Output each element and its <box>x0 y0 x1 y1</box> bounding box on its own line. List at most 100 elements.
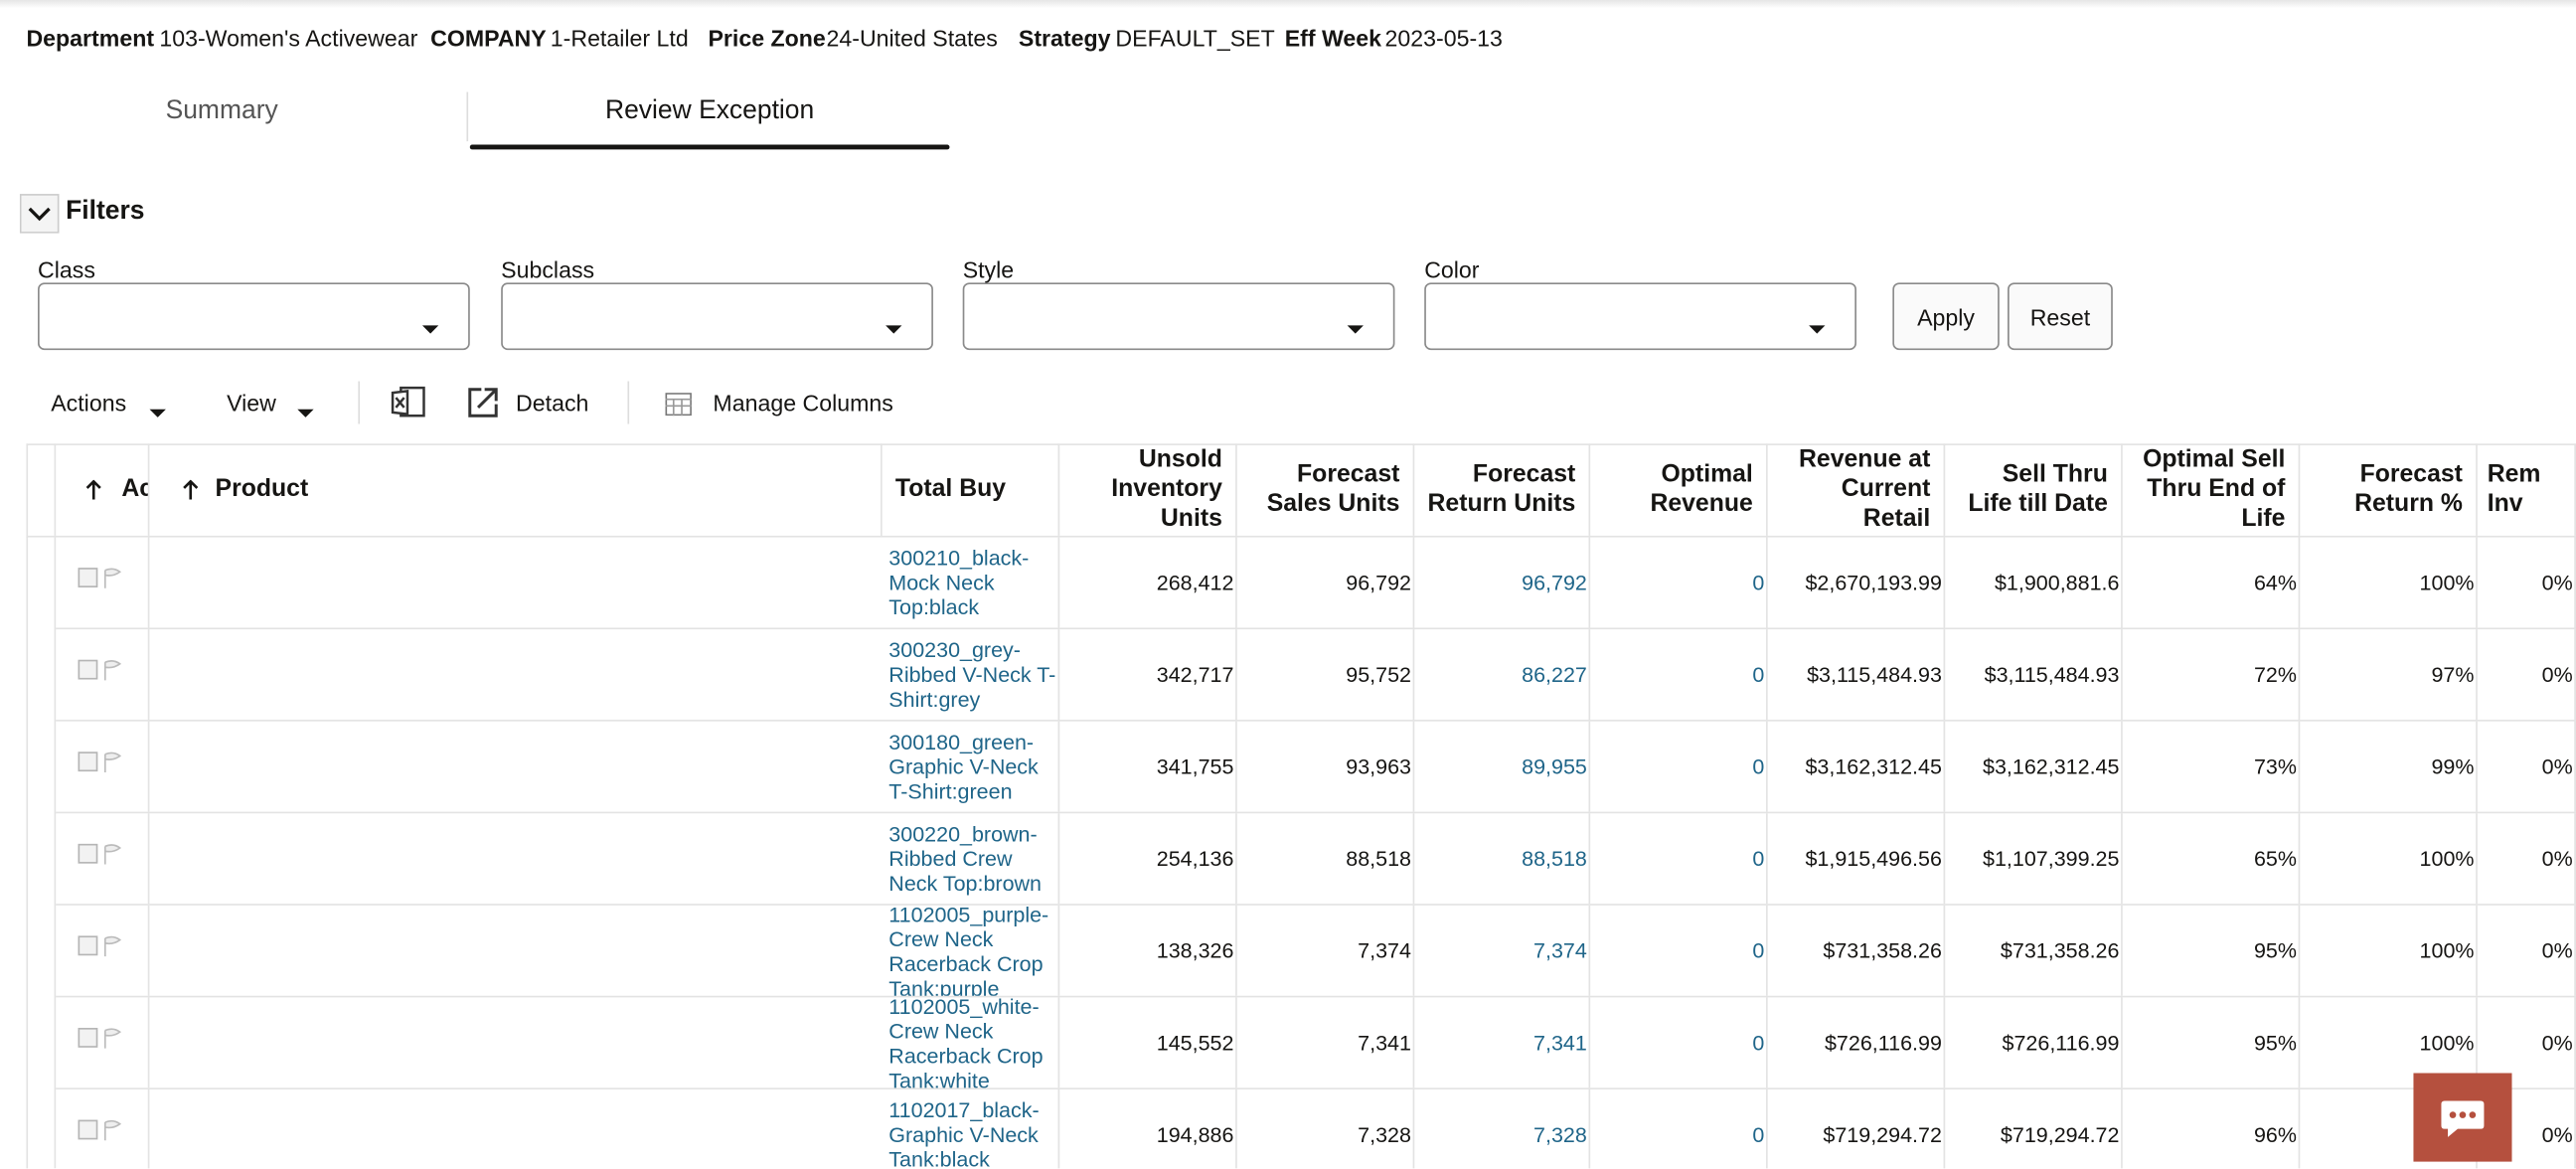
flag-icon <box>103 568 122 588</box>
detach-icon[interactable] <box>466 386 499 418</box>
row-select[interactable] <box>56 1088 150 1169</box>
flag <box>100 843 123 866</box>
column-header-text: Forecast Return % <box>2354 459 2463 518</box>
row-select[interactable] <box>56 905 150 996</box>
field-label: COMPANY <box>430 24 547 52</box>
flag <box>100 659 123 682</box>
chat-button[interactable] <box>2413 1073 2512 1162</box>
filter-dropdown[interactable] <box>38 282 470 351</box>
table-cell[interactable]: 0 <box>1590 629 1768 721</box>
flag-icon <box>103 660 122 681</box>
table-cell[interactable]: 0 <box>1590 537 1768 628</box>
table-cell[interactable]: 89,955 <box>1414 721 1591 812</box>
column-header[interactable]: Forecast Return Units <box>1414 443 1591 536</box>
checkbox-icon <box>78 659 98 680</box>
actions-caret <box>149 398 166 418</box>
table-cell[interactable]: 7,328 <box>1414 1088 1591 1169</box>
table-cell: 138,326 <box>1059 905 1237 996</box>
row-border <box>56 904 2576 906</box>
field-value: 1-Retailer Ltd <box>550 24 689 52</box>
table-cell[interactable]: 0 <box>1590 813 1768 905</box>
column-header[interactable]: Unsold Inventory Units <box>1059 443 1237 536</box>
table-cell: 100% <box>2300 905 2478 996</box>
column-header-text: Forecast Return Units <box>1427 459 1576 518</box>
actions-menu[interactable]: Actions <box>51 389 127 417</box>
column-header[interactable]: Sell Thru Life till Date <box>1945 443 2123 536</box>
table-cell[interactable]: 1102005_white-Crew Neck Racerback Crop T… <box>883 997 1060 1088</box>
column-header[interactable]: Forecast Sales Units <box>1237 443 1415 536</box>
table-cell: $726,116.99 <box>1945 997 2123 1088</box>
table-cell[interactable]: 0 <box>1590 997 1768 1088</box>
column-header-text: Revenue at Current Retail <box>1799 444 1931 533</box>
view-menu[interactable]: View <box>227 389 276 417</box>
row-border <box>56 811 2576 814</box>
table-cell[interactable]: 300210_black-Mock Neck Top:black <box>883 537 1060 628</box>
table-cell[interactable]: 1102017_black-Graphic V-Neck Tank:black <box>883 1088 1060 1169</box>
filter-dropdown[interactable] <box>1424 282 1856 351</box>
column-header[interactable]: Rem Inv <box>2478 443 2576 536</box>
column-header[interactable]: Forecast Return % <box>2300 443 2478 536</box>
export-excel[interactable] <box>391 386 426 418</box>
column-header-text: Forecast Sales Units <box>1266 459 1400 518</box>
row-select[interactable] <box>56 813 150 905</box>
table-cell[interactable]: 300230_grey-Ribbed V-Neck T-Shirt:grey <box>883 629 1060 721</box>
filter-button[interactable]: Apply <box>1892 282 2000 351</box>
table-cell[interactable]: 0 <box>1590 905 1768 996</box>
flag-icon <box>103 1028 122 1049</box>
table-cell: 7,374 <box>1237 905 1415 996</box>
field-value: DEFAULT_SET <box>1115 24 1275 52</box>
table-cell[interactable]: 300220_brown-Ribbed Crew Neck Top:brown <box>883 813 1060 905</box>
table-cell[interactable]: 7,374 <box>1414 905 1591 996</box>
sort-arrow-icon <box>85 479 101 500</box>
table-cell: 95,752 <box>1237 629 1415 721</box>
table-frame <box>26 443 2576 1169</box>
columns-icon[interactable] <box>665 393 692 417</box>
column-header[interactable]: Ac <box>56 443 150 536</box>
row-select[interactable] <box>56 537 150 628</box>
table-cell[interactable]: 1102005_purple-Crew Neck Racerback Crop … <box>883 905 1060 996</box>
table-cell: $1,915,496.56 <box>1768 813 1946 905</box>
checkbox <box>78 843 100 866</box>
field-label: Strategy <box>1018 24 1111 52</box>
checkbox <box>78 935 100 958</box>
table-cell: 73% <box>2123 721 2301 812</box>
row-border <box>56 995 2576 998</box>
tab-active[interactable]: Review Exception <box>604 96 815 125</box>
table-cell[interactable]: 0 <box>1590 721 1768 812</box>
column-header[interactable]: Total Buy <box>883 443 1060 536</box>
view-caret-icon <box>297 409 314 418</box>
filter-dropdown[interactable] <box>962 282 1395 351</box>
column-header[interactable]: Optimal Sell Thru End of Life <box>2123 443 2301 536</box>
filter-dropdown[interactable] <box>501 282 933 351</box>
table-cell: 100% <box>2300 997 2478 1088</box>
table-cell: $719,294.72 <box>1768 1088 1946 1169</box>
collapse-toggle[interactable] <box>19 194 60 234</box>
table-cell <box>2478 537 2576 628</box>
manage-columns[interactable]: Manage Columns <box>713 389 893 417</box>
flag-icon <box>103 844 122 865</box>
table-cell[interactable]: 7,341 <box>1414 997 1591 1088</box>
row-select[interactable] <box>56 997 150 1088</box>
filter-label: Style <box>962 255 1015 283</box>
tab[interactable]: Summary <box>165 96 278 125</box>
table-cell[interactable]: 88,518 <box>1414 813 1591 905</box>
table-cell: $731,358.26 <box>1945 905 2123 996</box>
table-cell[interactable]: 96,792 <box>1414 537 1591 628</box>
flag-icon <box>103 752 122 772</box>
row-border <box>56 1087 2576 1089</box>
table-cell[interactable]: 86,227 <box>1414 629 1591 721</box>
column-header[interactable]: Product <box>149 443 883 536</box>
column-header[interactable]: Optimal Revenue <box>1590 443 1768 536</box>
flag-icon <box>103 1119 122 1141</box>
table-cell: $1,107,399.25 <box>1945 813 2123 905</box>
column-header[interactable]: Revenue at Current Retail <box>1768 443 1946 536</box>
table-cell: $1,900,881.6 <box>1945 537 2123 628</box>
table-cell[interactable]: 0 <box>1590 1088 1768 1169</box>
row-select[interactable] <box>56 629 150 721</box>
table-cell[interactable]: 300180_green-Graphic V-Neck T-Shirt:gree… <box>883 721 1060 812</box>
field-value: 103-Women's Activewear <box>159 24 418 52</box>
detach-button[interactable]: Detach <box>516 389 589 417</box>
row-select[interactable] <box>56 721 150 812</box>
table-cell: 64% <box>2123 537 2301 628</box>
filter-button[interactable]: Reset <box>2008 282 2113 351</box>
